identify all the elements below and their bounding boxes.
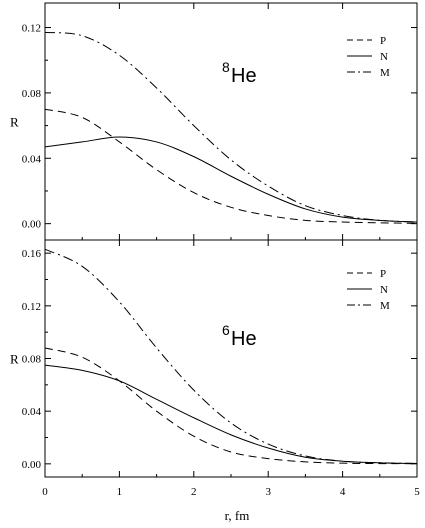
legend-label-P: P (380, 268, 386, 280)
y-tick-label: 0.04 (22, 406, 42, 418)
legend-label-N: N (380, 284, 388, 296)
x-tick-label: 0 (42, 486, 48, 498)
series-line-P (44, 347, 418, 465)
x-axis-label: r, fm (225, 508, 250, 523)
legend-label-N: N (380, 51, 388, 63)
series-line-N (44, 136, 418, 223)
y-tick-label: 0.04 (22, 153, 42, 165)
y-tick-label: 0.00 (22, 219, 42, 231)
x-tick-label: 3 (265, 486, 271, 498)
panel-8he: 0.00 0.04 0.08 0.12 R PNM 8 He (10, 2, 418, 241)
legend-label-M: M (380, 67, 390, 79)
y-tick-label: 0.12 (22, 23, 41, 35)
series-line-M (44, 248, 418, 464)
panel-title-mass-number: 8 (222, 59, 230, 75)
x-tick-label: 2 (191, 486, 197, 498)
series-line-M (44, 31, 418, 223)
plot-frame (44, 2, 418, 241)
legend-label-P: P (380, 35, 386, 47)
x-tick-label: 5 (414, 486, 420, 498)
series-line-N (44, 364, 418, 464)
y-tick-label: 0.12 (22, 301, 41, 313)
x-tick-label: 1 (117, 486, 123, 498)
y-axis-label: R (10, 115, 19, 130)
x-tick-label: 4 (340, 486, 346, 498)
y-axis-label: R (10, 352, 19, 367)
y-tick-label: 0.08 (22, 354, 42, 366)
y-tick-label: 0.16 (22, 248, 42, 260)
y-tick-label: 0.00 (22, 459, 42, 471)
series-line-P (44, 108, 418, 224)
plot-frame (44, 239, 418, 478)
panel-6he: 0.00 0.04 0.08 0.12 0.16 0 1 2 3 4 5 R PNM 6 He (10, 239, 420, 498)
legend-label-M: M (380, 300, 390, 312)
panel-title-mass-number: 6 (222, 322, 230, 338)
panel-title-element: He (231, 65, 257, 87)
panel-title-element: He (231, 328, 257, 350)
y-tick-label: 0.08 (22, 88, 42, 100)
